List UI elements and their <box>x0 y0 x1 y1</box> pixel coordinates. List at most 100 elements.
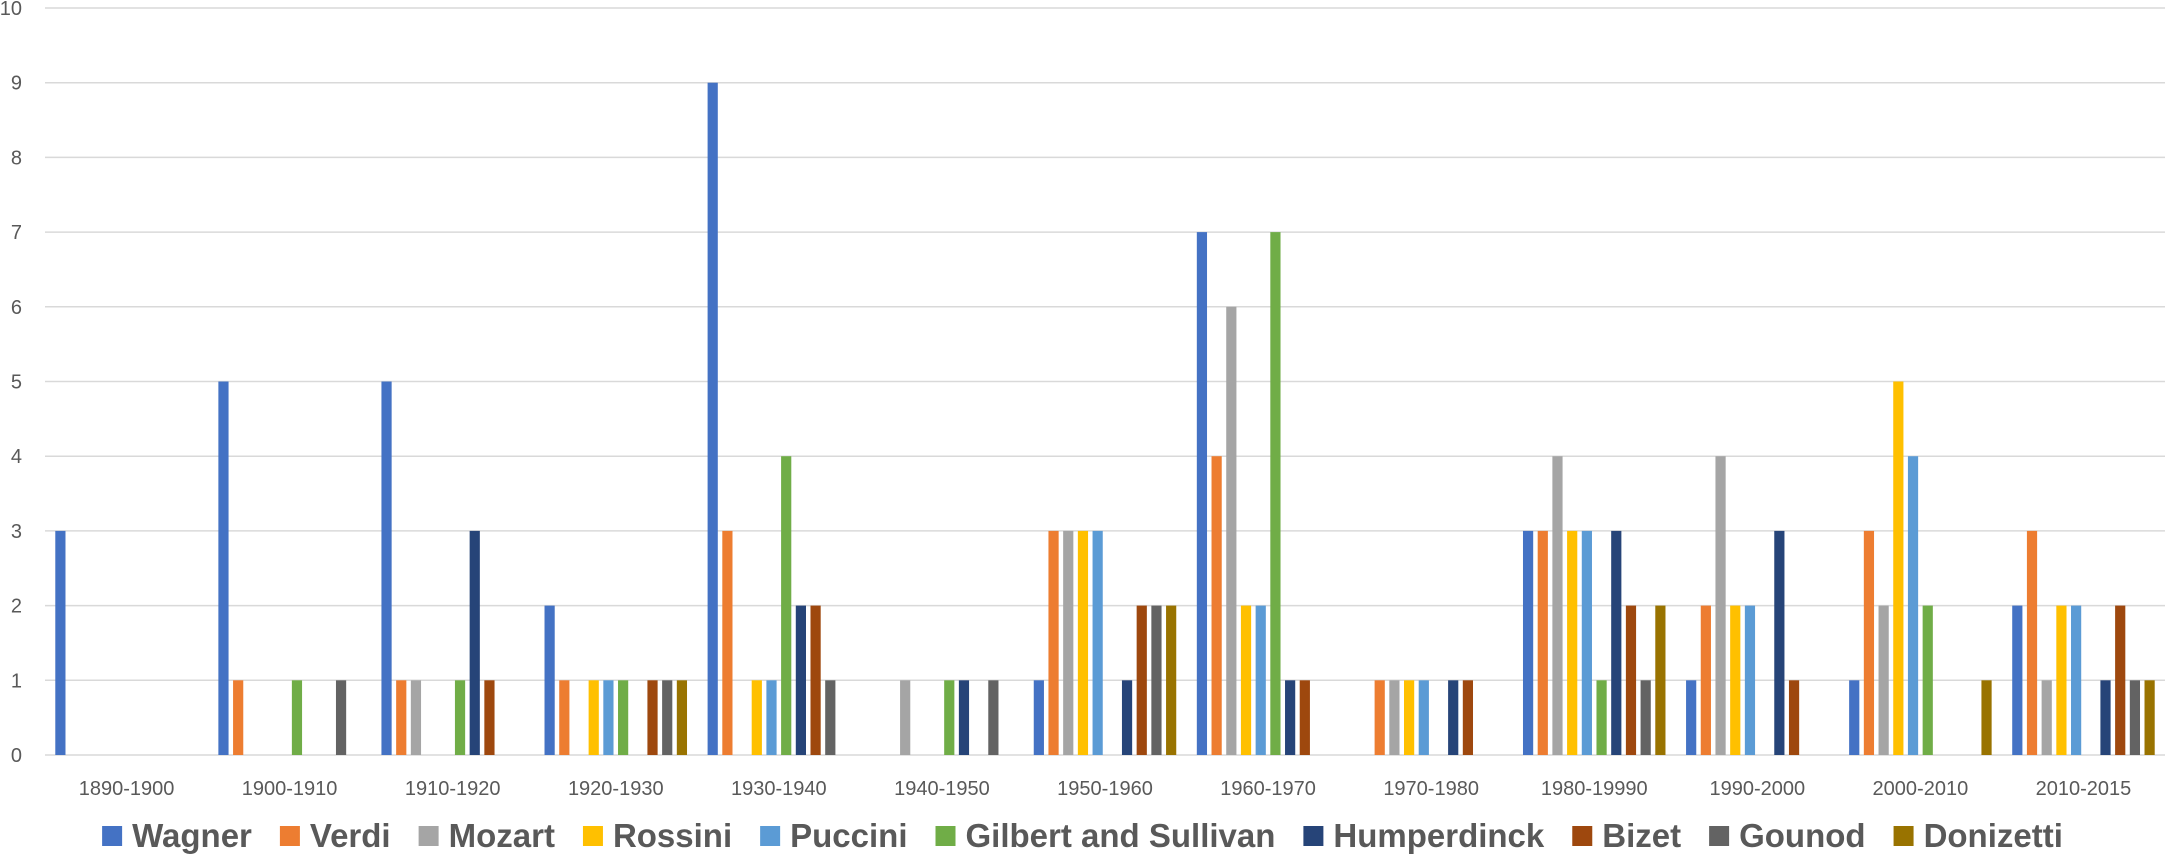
x-axis-tick-labels: 1890-1900 1900-1910 1910-1920 1920-1930 1930… <box>79 778 2132 800</box>
bar-gounod <box>988 680 999 755</box>
y-tick-label: 6 <box>11 297 22 319</box>
bar-rossini <box>588 680 599 755</box>
bar-wagner <box>1196 232 1208 756</box>
bar-humperdinck <box>1774 530 1785 755</box>
bar-gilbert-and-sullivan <box>291 680 303 755</box>
bar-gilbert-and-sullivan <box>454 680 466 755</box>
bar-verdi <box>1537 530 1548 755</box>
bar-rossini <box>1240 605 1252 755</box>
bar-mozart <box>1715 456 1726 755</box>
bar-gilbert-and-sullivan <box>1596 680 1607 755</box>
bar-humperdinck <box>1285 680 1296 755</box>
x-tick-label: 1960-1970 <box>1220 778 1316 800</box>
legend: Wagner Verdi Mozart Rossini Puccini Gilbert a… <box>102 817 2063 854</box>
bar-gounod <box>335 680 347 755</box>
bar-wagner <box>2012 605 2023 755</box>
legend-label: Mozart <box>449 817 555 854</box>
bar-humperdinck <box>2100 680 2111 755</box>
bar-wagner <box>1849 680 1860 755</box>
bar-humperdinck <box>1611 530 1622 755</box>
legend-label: Rossini <box>613 817 732 854</box>
bar-puccini <box>766 680 777 755</box>
legend-label: Puccini <box>790 817 907 854</box>
bar-bizet <box>484 680 495 755</box>
bar-bizet <box>1299 680 1310 755</box>
bar-mozart <box>1226 306 1237 755</box>
y-tick-label: 5 <box>11 372 22 394</box>
bar-wagner <box>544 605 555 755</box>
bar-wagner <box>707 82 718 755</box>
x-tick-label: 1900-1910 <box>242 778 338 800</box>
y-tick-label: 4 <box>11 446 22 468</box>
bar-mozart <box>1878 605 1889 755</box>
x-tick-label: 1970-1980 <box>1383 778 1479 800</box>
bar-donizetti <box>1981 680 1992 755</box>
bar-verdi <box>722 530 733 755</box>
x-tick-label: 1910-1920 <box>405 778 501 800</box>
bars <box>55 82 2155 756</box>
bar-donizetti <box>1655 605 1666 755</box>
x-tick-label: 1930-1940 <box>731 778 827 800</box>
bar-verdi <box>396 680 407 755</box>
legend-label: Verdi <box>310 817 391 854</box>
bar-puccini <box>1744 605 1756 755</box>
x-tick-label: 2010-2015 <box>2036 778 2132 800</box>
bar-wagner <box>381 381 392 755</box>
legend-label: Bizet <box>1602 817 1681 854</box>
bar-verdi <box>1048 530 1059 755</box>
legend-label: Gilbert and Sullivan <box>966 817 1276 854</box>
bar-humperdinck <box>1448 680 1459 755</box>
bar-bizet <box>2115 605 2126 755</box>
bar-gounod <box>1640 680 1651 755</box>
bar-puccini <box>1418 680 1429 755</box>
bar-rossini <box>1077 530 1089 755</box>
bar-wagner <box>55 530 66 755</box>
gridlines <box>45 7 2165 756</box>
x-tick-label: 1990-2000 <box>1709 778 1805 800</box>
legend-swatch <box>582 826 603 846</box>
bar-gilbert-and-sullivan <box>1922 605 1933 755</box>
bar-puccini <box>2071 605 2082 755</box>
bar-humperdinck <box>469 530 480 755</box>
x-tick-label: 1920-1930 <box>568 778 664 800</box>
bar-bizet <box>1462 680 1474 755</box>
bar-donizetti <box>676 680 688 755</box>
bar-bizet <box>1788 680 1800 755</box>
bar-gilbert-and-sullivan <box>618 680 629 755</box>
y-tick-label: 3 <box>11 521 22 543</box>
bar-puccini <box>1907 456 1919 755</box>
bar-mozart <box>1063 530 1074 755</box>
bar-verdi <box>1374 680 1385 755</box>
legend-swatch <box>1709 826 1730 846</box>
legend-swatch <box>418 826 439 846</box>
y-axis-tick-labels: 0 1 2 3 4 5 6 7 8 9 10 <box>0 0 22 767</box>
bar-rossini <box>1730 605 1741 755</box>
legend-label: Gounod <box>1739 817 1865 854</box>
bar-rossini <box>1893 381 1904 755</box>
legend-label: Wagner <box>132 817 252 854</box>
legend-swatch <box>1572 826 1593 846</box>
y-tick-label: 9 <box>11 73 22 95</box>
bar-gilbert-and-sullivan <box>944 680 955 755</box>
x-tick-label: 1980-19990 <box>1541 778 1648 800</box>
bar-puccini <box>1092 530 1103 755</box>
x-tick-label: 1940-1950 <box>894 778 990 800</box>
bar-gilbert-and-sullivan <box>1270 232 1281 756</box>
bar-verdi <box>2026 530 2038 755</box>
bar-rossini <box>1404 680 1415 755</box>
x-tick-label: 1890-1900 <box>79 778 175 800</box>
legend-label: Donizetti <box>1924 817 2063 854</box>
bar-humperdinck <box>958 680 970 755</box>
bar-puccini <box>1581 530 1592 755</box>
y-tick-label: 7 <box>11 222 22 244</box>
bar-bizet <box>1625 605 1637 755</box>
bar-mozart <box>410 680 422 755</box>
x-tick-label: 1950-1960 <box>1057 778 1153 800</box>
bar-wagner <box>1686 680 1697 755</box>
legend-swatch <box>760 826 781 846</box>
legend-swatch <box>1303 826 1324 846</box>
bar-gounod <box>2129 680 2141 755</box>
bar-puccini <box>603 680 614 755</box>
bar-bizet <box>810 605 821 755</box>
